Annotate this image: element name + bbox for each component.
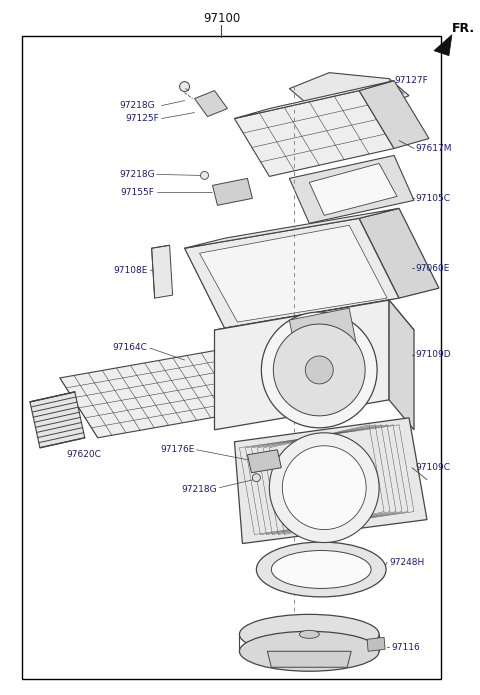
Circle shape xyxy=(282,445,366,530)
Text: 97100: 97100 xyxy=(203,13,240,25)
Polygon shape xyxy=(60,348,267,438)
Polygon shape xyxy=(152,245,173,298)
Text: 97105C: 97105C xyxy=(415,194,450,203)
Text: 97109D: 97109D xyxy=(415,350,451,359)
Polygon shape xyxy=(289,73,409,113)
Polygon shape xyxy=(359,208,439,298)
Polygon shape xyxy=(215,300,389,430)
Text: 97155F: 97155F xyxy=(121,188,155,197)
Polygon shape xyxy=(289,308,357,360)
Text: 97620C: 97620C xyxy=(67,450,102,459)
Polygon shape xyxy=(389,300,414,430)
Polygon shape xyxy=(185,218,399,328)
Ellipse shape xyxy=(271,550,371,589)
Text: 97164C: 97164C xyxy=(113,343,148,352)
Polygon shape xyxy=(367,637,385,651)
Text: 97125F: 97125F xyxy=(126,114,160,123)
Polygon shape xyxy=(234,90,394,177)
Polygon shape xyxy=(289,156,414,223)
Circle shape xyxy=(262,312,377,428)
Polygon shape xyxy=(215,300,414,360)
Circle shape xyxy=(180,81,190,92)
Polygon shape xyxy=(194,90,228,117)
Text: 97176E: 97176E xyxy=(160,445,194,455)
Polygon shape xyxy=(185,208,399,248)
Text: 97127F: 97127F xyxy=(394,76,428,85)
Circle shape xyxy=(252,474,260,482)
Polygon shape xyxy=(359,81,429,149)
Text: 97109C: 97109C xyxy=(415,463,450,472)
Polygon shape xyxy=(234,418,427,543)
Text: 97617M: 97617M xyxy=(415,144,452,153)
Ellipse shape xyxy=(240,614,379,654)
Polygon shape xyxy=(200,225,387,322)
Polygon shape xyxy=(234,81,394,119)
Text: FR.: FR. xyxy=(452,22,475,35)
Text: 97060E: 97060E xyxy=(415,263,449,272)
Text: 97218G: 97218G xyxy=(119,170,155,179)
Bar xyxy=(22,35,441,679)
Text: 97218G: 97218G xyxy=(119,101,155,110)
Ellipse shape xyxy=(240,631,379,671)
Polygon shape xyxy=(213,179,252,205)
Text: 97218G: 97218G xyxy=(182,485,217,494)
Circle shape xyxy=(201,172,208,179)
Polygon shape xyxy=(267,651,351,667)
Polygon shape xyxy=(30,392,85,448)
Circle shape xyxy=(273,324,365,416)
Ellipse shape xyxy=(300,630,319,638)
Text: 97108E: 97108E xyxy=(113,265,148,275)
Polygon shape xyxy=(309,163,397,215)
Polygon shape xyxy=(247,450,281,473)
Circle shape xyxy=(269,433,379,543)
Polygon shape xyxy=(434,35,452,56)
Text: 97116: 97116 xyxy=(391,643,420,652)
Ellipse shape xyxy=(256,542,386,597)
Text: 97248H: 97248H xyxy=(389,558,424,567)
Circle shape xyxy=(305,356,333,384)
